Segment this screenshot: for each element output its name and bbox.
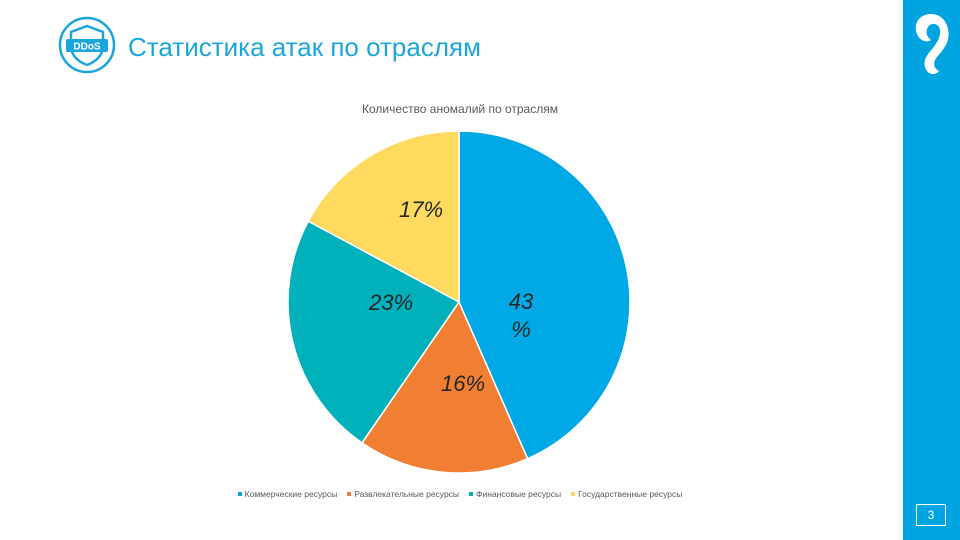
legend-item-2: Развлекательные ресурсы	[347, 489, 459, 499]
chart-legend: Коммерческие ресурсы Развлекательные ресу…	[150, 489, 770, 499]
legend-item-3: Финансовые ресурсы	[469, 489, 561, 499]
data-label-1: 43%	[509, 289, 534, 342]
pie-slice-2	[360, 300, 529, 474]
legend-label: Финансовые ресурсы	[476, 489, 562, 499]
legend-label: Развлекательные ресурсы	[354, 489, 460, 499]
pie-slice-4	[307, 130, 460, 304]
legend-item-1: Коммерческие ресурсы	[237, 489, 338, 499]
legend-item-4: Государственные ресурсы	[571, 489, 682, 499]
rostelecom-logo-icon	[915, 14, 949, 74]
pie-svg: 43 % 16% 23% 17%	[287, 130, 631, 474]
pie-slice-1	[458, 130, 631, 460]
pie-slice-3	[287, 220, 461, 444]
chart-title: Количество аномалий по отраслям	[362, 102, 558, 116]
legend-swatch	[469, 492, 474, 496]
data-label-2: 16%	[441, 371, 485, 396]
pie-chart: Количество аномалий по отраслям 43% 16% 23…	[150, 102, 770, 499]
legend-label: Государственные ресурсы	[578, 489, 683, 499]
legend-swatch	[571, 492, 576, 496]
legend-swatch	[347, 492, 352, 496]
page-title: Статистика атак по отраслям	[128, 32, 481, 62]
data-label-3: 23%	[368, 290, 413, 315]
badge-text: DDoS	[73, 42, 101, 53]
data-label-4: 17%	[399, 197, 443, 222]
brand-side-bar	[903, 0, 960, 540]
legend-swatch	[237, 492, 242, 496]
legend-label: Коммерческие ресурсы	[244, 489, 338, 499]
ddos-shield-icon: DDoS	[58, 16, 116, 74]
page-number: 3	[916, 504, 946, 526]
